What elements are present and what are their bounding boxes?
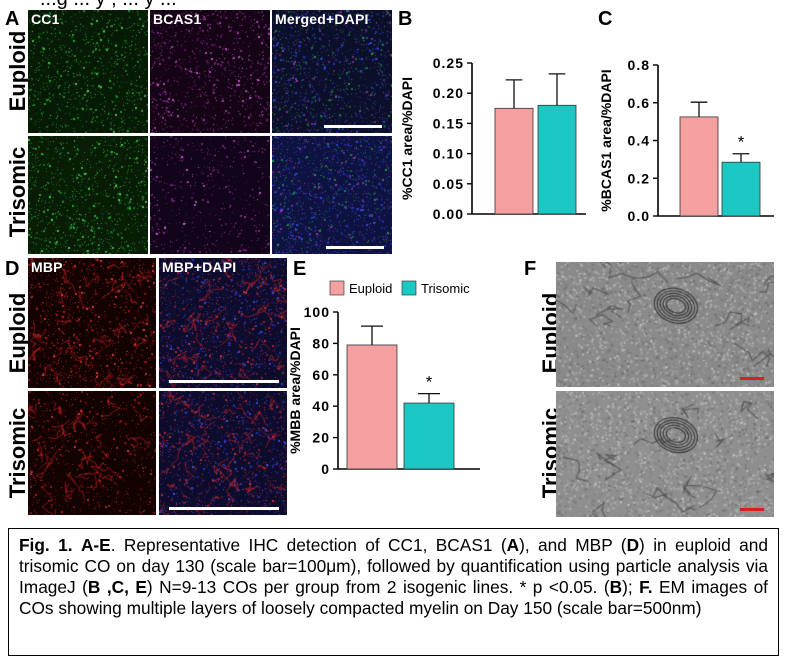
chart-e: Euploid Trisomic %MBB area/%DAPI 0 20 40 60 8… [290, 280, 480, 477]
scale-bar [740, 508, 764, 511]
caption-bce: B ,C, E [87, 577, 147, 597]
caption-t4: ) N=9-13 COs per group from 2 isogenic l… [146, 577, 610, 597]
bar-trisomic [721, 161, 761, 217]
legend-label-trisomic: Trisomic [421, 281, 470, 296]
micro-merged-trisomic [272, 136, 392, 254]
caption-t6: EM images of COs showing multiple layers… [19, 577, 768, 618]
y-axis-label: %CC1 area/%DAPI [399, 77, 415, 200]
panel-label-e: E [293, 258, 307, 280]
caption-t2: ), and MBP ( [519, 535, 627, 555]
y-tick-label: 0.00 [433, 206, 464, 222]
caption-f: F. [639, 577, 653, 597]
caption-t3: ) in euploid and trisomic CO on day 130 … [19, 535, 768, 597]
y-tick-label: 0.15 [433, 115, 464, 131]
micro-label-mbp: MBP [31, 259, 63, 275]
panel-label-a: A [5, 8, 20, 30]
significance-star: * [738, 133, 745, 152]
caption-ae: A-E [80, 535, 111, 555]
y-tick-label: 0.10 [433, 146, 464, 162]
y-tick-label: 20 [312, 430, 330, 446]
bar-trisomic [403, 402, 455, 470]
y-tick-label: 0.6 [628, 95, 650, 111]
micro-mbp-dapi-trisomic [159, 391, 287, 515]
bar-trisomic [537, 104, 577, 215]
y-tick-label: 0.25 [433, 55, 464, 71]
micro-label-cc1: CC1 [31, 11, 60, 27]
y-tick-label: 0.2 [628, 170, 650, 186]
micro-label-bcas1: BCAS1 [153, 11, 202, 27]
micro-bcas1-euploid: BCAS1 [150, 10, 270, 133]
caption-t1: . Representative IHC detection of CC1, B… [110, 535, 507, 555]
bar-euploid [346, 344, 398, 470]
legend-label-euploid: Euploid [349, 281, 392, 296]
micro-label-merged: Merged+DAPI [275, 11, 369, 27]
em-image-euploid [556, 262, 774, 387]
scale-bar [740, 377, 764, 380]
micro-mbp-euploid: MBP [28, 258, 156, 388]
caption-t5: ); [622, 577, 640, 597]
y-tick-label: 0.4 [628, 133, 650, 149]
y-tick-label: 0 [321, 461, 330, 477]
legend-swatch-trisomic [401, 280, 417, 296]
y-axis-label: %MBB area/%DAPI [290, 327, 303, 454]
micro-mbp-trisomic [28, 391, 156, 515]
em-image-trisomic [556, 391, 774, 517]
scale-bar [169, 380, 279, 383]
legend: Euploid Trisomic [329, 280, 470, 296]
y-axis-label: %BCAS1 area/%DAPI [598, 69, 614, 211]
panel-label-c: C [598, 8, 613, 30]
figure-caption: Fig. 1. A-E. Representative IHC detectio… [8, 528, 779, 656]
panel-label-f: F [524, 258, 537, 280]
y-tick-label: 60 [312, 367, 330, 383]
cropped-heading-text: ...g ... y , ... y ... [40, 0, 177, 10]
y-tick-label: 0.05 [433, 176, 464, 192]
y-tick-label: 100 [304, 304, 330, 320]
legend-swatch-euploid [329, 280, 345, 296]
caption-a: A [506, 535, 520, 555]
y-tick-label: 0.0 [628, 208, 650, 224]
micro-cc1-trisomic [28, 136, 148, 254]
micro-label-mbp-dapi: MBP+DAPI [162, 259, 237, 275]
significance-star: * [426, 373, 433, 392]
y-tick-label: 0.20 [433, 85, 464, 101]
caption-d: D [626, 535, 640, 555]
chart-b: %CC1 area/%DAPI 0.00 0.05 0.10 0.15 0.20 0.25 [399, 55, 586, 222]
scale-bar [326, 246, 384, 249]
micro-mbp-dapi-euploid: MBP+DAPI [159, 258, 287, 388]
cropped-heading: ...g ... y , ... y ... [0, 0, 787, 10]
caption-fig: Fig. 1. [19, 535, 73, 555]
panel-label-d: D [5, 258, 20, 280]
y-tick-label: 80 [312, 335, 330, 351]
bar-euploid [679, 116, 719, 217]
micro-cc1-euploid: CC1 [28, 10, 148, 133]
scale-bar [324, 125, 382, 128]
caption-b: B [609, 577, 623, 597]
micro-merged-euploid: Merged+DAPI [272, 10, 392, 133]
panel-label-b: B [398, 8, 413, 30]
bar-euploid [494, 107, 534, 215]
y-tick-label: 0.8 [628, 57, 650, 73]
chart-c: %BCAS1 area/%DAPI 0.0 0.2 0.4 0.6 0.8 * [598, 57, 774, 224]
scale-bar [169, 507, 279, 510]
micro-bcas1-trisomic [150, 136, 270, 254]
y-tick-label: 40 [312, 398, 330, 414]
